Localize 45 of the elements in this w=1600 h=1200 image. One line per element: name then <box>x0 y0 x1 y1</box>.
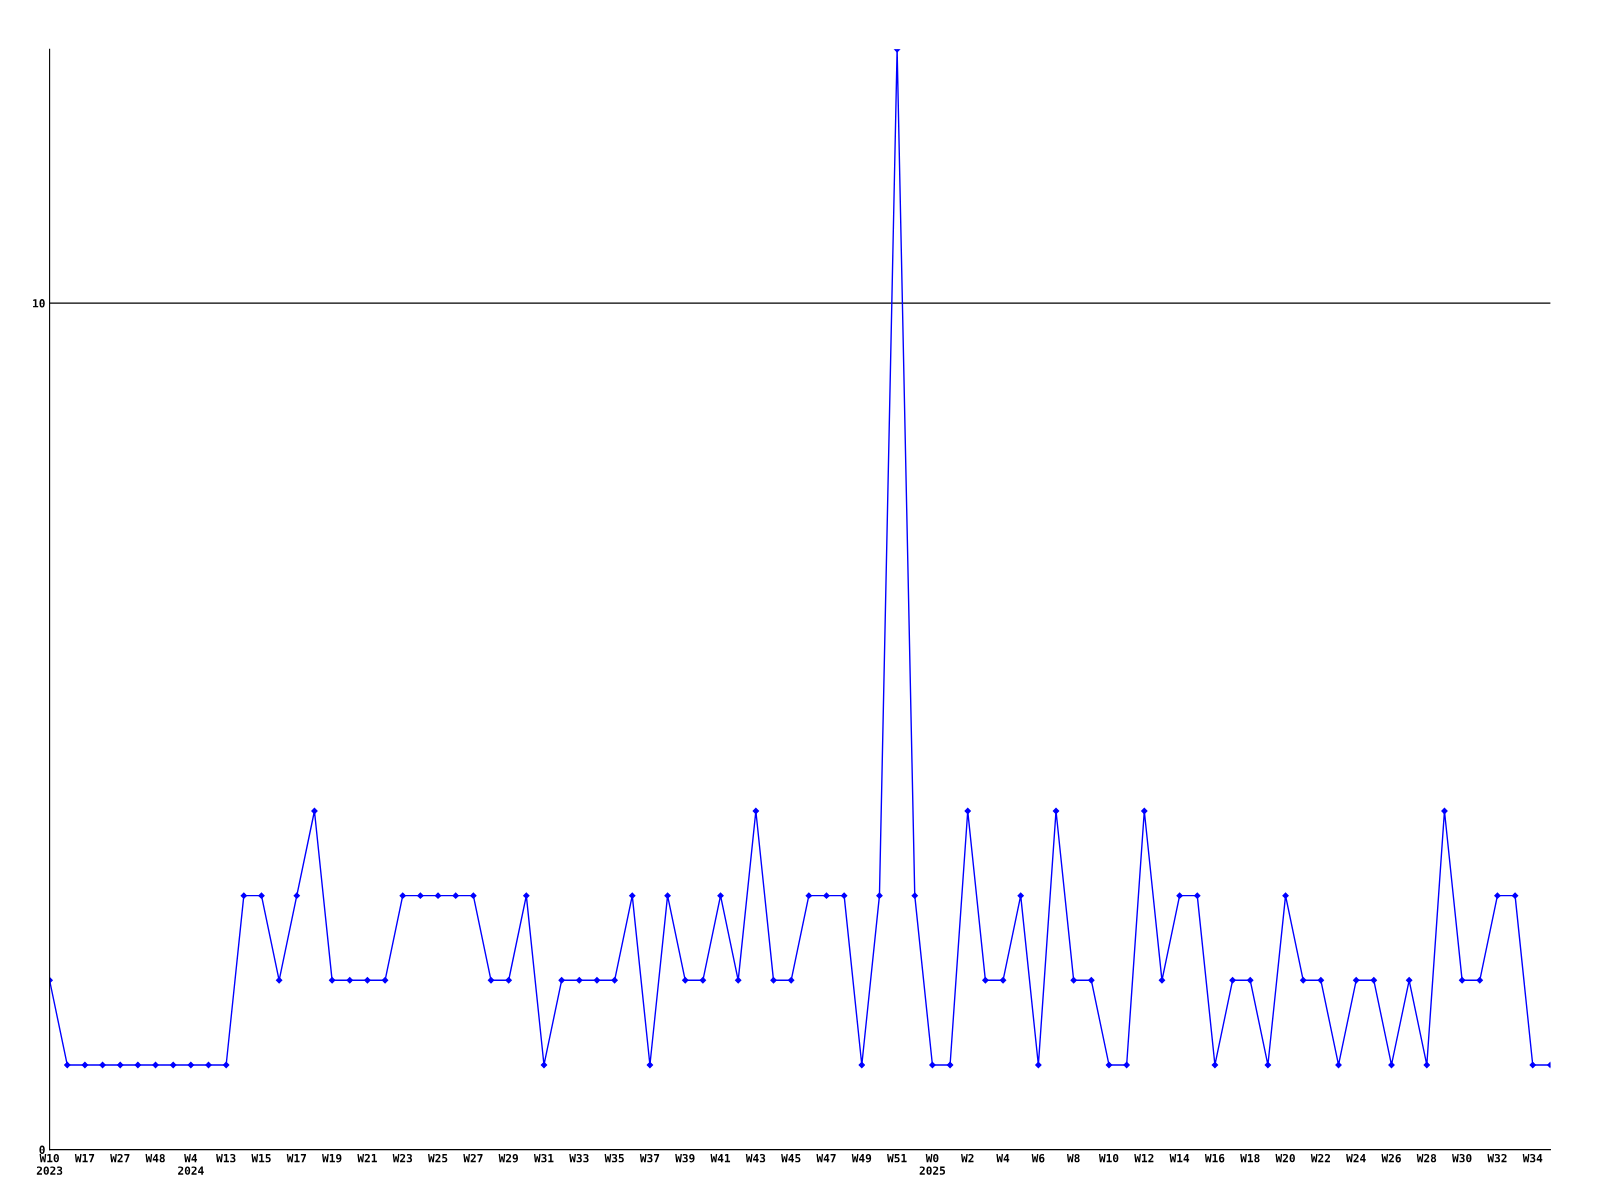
x-tick-label: W37 <box>639 1153 660 1163</box>
x-tick-label: W8 <box>1066 1153 1080 1163</box>
x-tick-label: W30 <box>1452 1153 1472 1163</box>
x-tick-label: W35 <box>604 1153 624 1163</box>
x-tick-label: W31 <box>533 1153 554 1163</box>
x-tick-label: W2 <box>961 1153 974 1163</box>
x-tick-label: W41 <box>710 1154 731 1163</box>
x-tick-label: W47 <box>816 1154 836 1163</box>
x-tick-label: W43 <box>745 1153 766 1163</box>
x-tick-label: W27 <box>463 1153 483 1163</box>
x-tick-label: W18 <box>1240 1153 1260 1163</box>
x-tick-label: W14 <box>1169 1154 1190 1163</box>
y-tick-label: 0 <box>39 1145 45 1154</box>
x-tick-label: W10 <box>1098 1153 1119 1163</box>
x-tick-label: W23 <box>392 1153 413 1163</box>
x-tick-label: W10 2023 <box>36 1153 63 1175</box>
x-tick-label: W17 <box>74 1154 95 1163</box>
x-tick-label: W51 <box>887 1154 907 1163</box>
x-tick-label: W20 <box>1275 1153 1295 1163</box>
x-tick-label: W0 2025 <box>919 1153 946 1175</box>
x-tick-label: W26 <box>1381 1153 1401 1163</box>
x-tick-label: W33 <box>569 1153 589 1163</box>
x-tick-label: W4 2024 <box>178 1154 204 1175</box>
x-tick-label: W45 <box>781 1154 801 1163</box>
x-tick-label: W29 <box>498 1153 518 1163</box>
x-tick-label: W22 <box>1310 1153 1330 1163</box>
x-tick-label: W16 <box>1204 1153 1225 1163</box>
x-tick-label: W49 <box>851 1154 872 1163</box>
x-tick-label: W13 <box>216 1153 236 1163</box>
x-tick-label: W19 <box>322 1154 342 1163</box>
x-tick-label: W4 <box>996 1154 1010 1163</box>
x-tick-label: W24 <box>1346 1153 1366 1163</box>
x-tick-label: W12 <box>1134 1153 1154 1163</box>
x-tick-label: W6 <box>1031 1153 1045 1163</box>
x-tick-label: W27 <box>110 1153 130 1163</box>
x-tick-label: W39 <box>675 1153 695 1163</box>
x-tick-label: W48 <box>145 1153 165 1163</box>
x-tick-label: W15 <box>251 1154 271 1163</box>
x-tick-label: W17 <box>286 1154 306 1163</box>
y-tick-label: 10 <box>33 299 45 308</box>
x-tick-label: W34 <box>1522 1153 1543 1163</box>
x-tick-label: W21 <box>357 1153 377 1163</box>
x-tick-label: W25 <box>428 1153 448 1163</box>
x-tick-label: W28 <box>1416 1153 1437 1163</box>
x-tick-label: W32 <box>1487 1153 1507 1163</box>
